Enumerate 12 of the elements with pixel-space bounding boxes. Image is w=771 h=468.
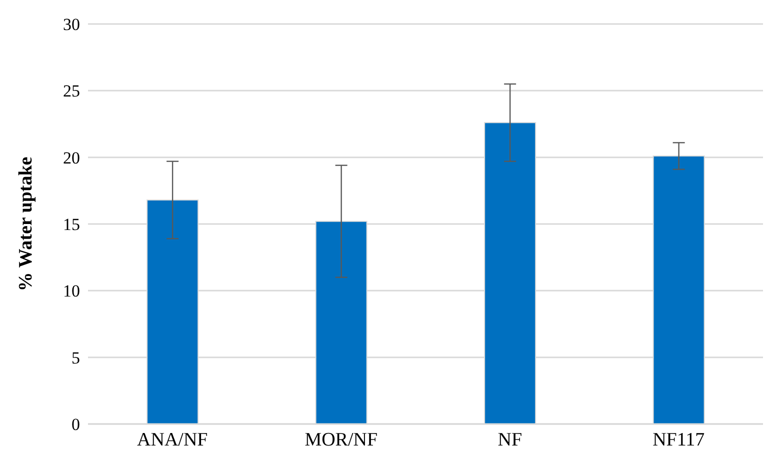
y-tick-label: 20 (63, 148, 80, 168)
y-tick-label: 25 (63, 82, 80, 101)
x-tick-label: MOR/NF (304, 429, 378, 450)
y-tick-label: 30 (63, 15, 80, 34)
y-tick-label: 5 (72, 348, 80, 368)
y-tick-label: 15 (63, 215, 80, 234)
y-axis-title: % Water uptake (16, 156, 37, 292)
x-tick-label: NF117 (652, 429, 705, 450)
y-tick-label: 10 (63, 282, 80, 301)
x-tick-label: ANA/NF (137, 429, 208, 450)
y-tick-label: 0 (72, 415, 80, 434)
x-tick-label: NF (498, 429, 522, 450)
